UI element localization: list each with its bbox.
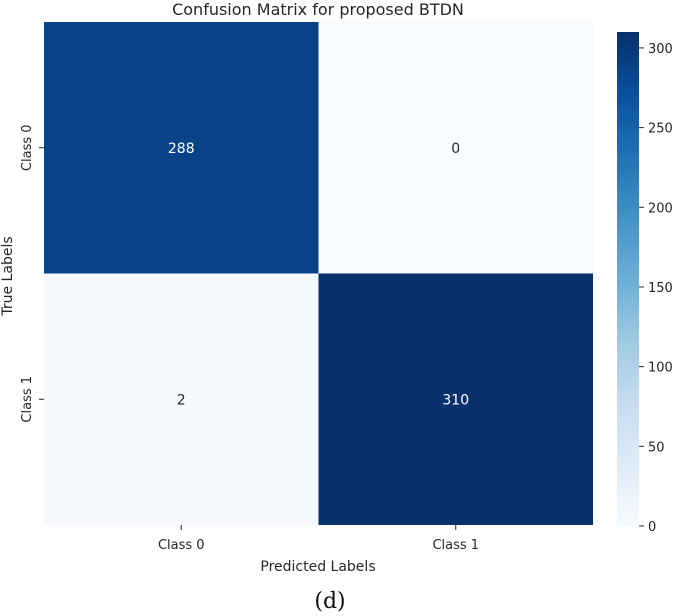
colorbar-tick-label: 0 [648,520,656,535]
y-tick-label: Class 1 [20,376,35,423]
colorbar-tick-label: 200 [648,201,673,216]
chart-title: Confusion Matrix for proposed BTDN [172,0,464,19]
colorbar-tick-label: 150 [648,281,673,296]
cell-value-r0-c0: 288 [168,141,195,157]
figure-caption: (d) [314,589,345,614]
colorbar-ticks: 0 50 100 150 200 250 300 [639,42,673,535]
y-tick-label: Class 0 [20,124,35,171]
x-axis-label: Predicted Labels [260,559,375,575]
heatmap-cells [44,22,593,525]
y-axis-ticks: Class 0 Class 1 [20,124,44,423]
x-tick-label: Class 0 [158,538,205,553]
colorbar-tick-label: 100 [648,361,673,376]
heatmap-cell-r0-c1 [318,22,593,274]
heatmap-cell-r1-c0 [44,273,319,525]
colorbar-tick-label: 300 [648,42,673,57]
colorbar-tick-label: 250 [648,122,673,137]
cell-value-r1-c1: 310 [442,392,469,408]
colorbar [617,32,639,526]
colorbar-tick-label: 50 [648,440,665,455]
heatmap-cell-labels: 288 0 2 310 [168,141,469,409]
x-axis-ticks: Class 0 Class 1 [158,525,479,553]
cell-value-r0-c1: 0 [451,141,460,157]
heatmap-cell-r1-c1 [318,273,593,525]
heatmap-cell-r0-c0 [44,22,319,274]
x-tick-label: Class 1 [432,538,479,553]
y-axis-label: True Labels [0,236,16,316]
cell-value-r1-c0: 2 [177,392,186,408]
